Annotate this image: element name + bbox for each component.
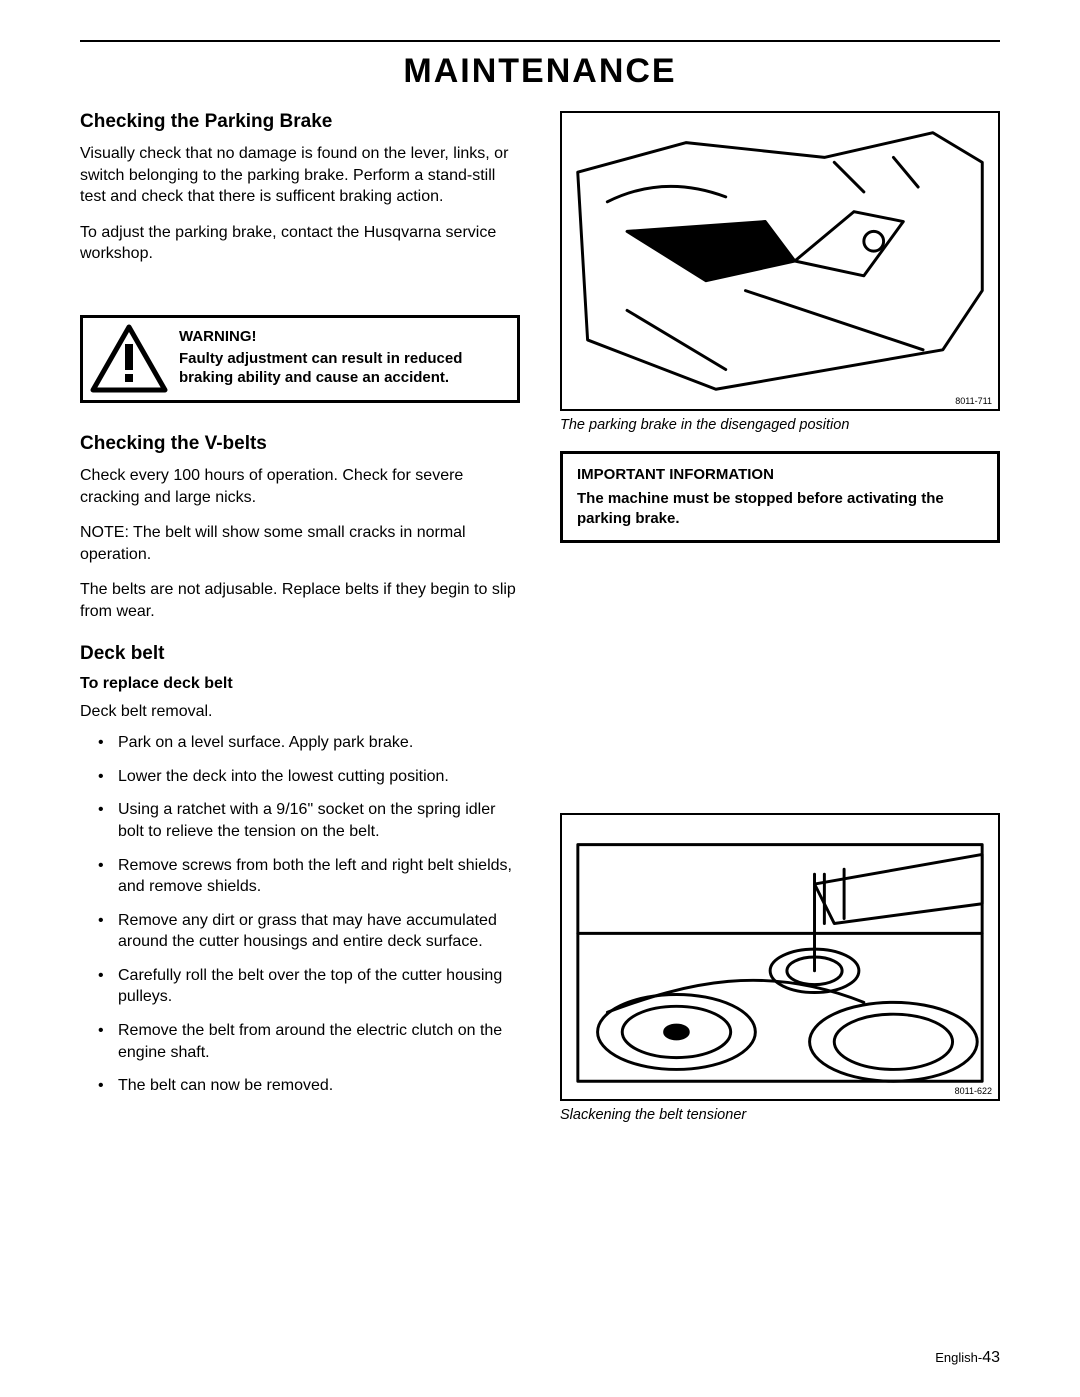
- warning-title: WARNING!: [179, 328, 507, 345]
- heading-parking-brake: Checking the Parking Brake: [80, 111, 520, 133]
- footer-label: English-: [935, 1350, 982, 1365]
- paragraph: To adjust the parking brake, contact the…: [80, 222, 520, 265]
- figure-caption: The parking brake in the disengaged posi…: [560, 417, 1000, 433]
- figure-parking-brake: 8011-711: [560, 111, 1000, 411]
- list-item: The belt can now be removed.: [80, 1075, 520, 1097]
- deck-belt-steps: Park on a level surface. Apply park brak…: [80, 732, 520, 1097]
- figure-code: 8011-711: [955, 396, 992, 406]
- heading-deck-belt: Deck belt: [80, 643, 520, 665]
- list-item: Carefully roll the belt over the top of …: [80, 965, 520, 1008]
- warning-box: WARNING! Faulty adjustment can result in…: [80, 315, 520, 403]
- figure-caption: Slackening the belt tensioner: [560, 1107, 1000, 1123]
- figure-belt-tensioner: 8011-622: [560, 813, 1000, 1101]
- warning-triangle-icon: [83, 318, 175, 400]
- list-item: Using a ratchet with a 9/16" socket on t…: [80, 799, 520, 842]
- list-item: Remove screws from both the left and rig…: [80, 855, 520, 898]
- paragraph: NOTE: The belt will show some small crac…: [80, 522, 520, 565]
- paragraph: Check every 100 hours of operation. Chec…: [80, 465, 520, 508]
- right-column: 8011-711 The parking brake in the diseng…: [560, 111, 1000, 1129]
- info-body: The machine must be stopped before activ…: [577, 489, 983, 528]
- left-column: Checking the Parking Brake Visually chec…: [80, 111, 520, 1129]
- paragraph: The belts are not adjusable. Replace bel…: [80, 579, 520, 622]
- figure-gap: [560, 543, 1000, 813]
- list-item: Remove any dirt or grass that may have a…: [80, 910, 520, 953]
- list-item: Remove the belt from around the electric…: [80, 1020, 520, 1063]
- footer-page-number: 43: [982, 1349, 1000, 1366]
- list-item: Lower the deck into the lowest cutting p…: [80, 766, 520, 788]
- warning-body: Faulty adjustment can result in reduced …: [179, 349, 507, 388]
- subheading-replace-deck-belt: To replace deck belt: [80, 675, 520, 693]
- page-title: MAINTENANCE: [80, 52, 1000, 91]
- info-title: IMPORTANT INFORMATION: [577, 466, 983, 483]
- heading-vbelts: Checking the V-belts: [80, 433, 520, 455]
- important-info-box: IMPORTANT INFORMATION The machine must b…: [560, 451, 1000, 543]
- page-footer: English-43: [935, 1349, 1000, 1367]
- figure-code: 8011-622: [955, 1086, 992, 1096]
- paragraph: Visually check that no damage is found o…: [80, 143, 520, 208]
- list-item: Park on a level surface. Apply park brak…: [80, 732, 520, 754]
- paragraph: Deck belt removal.: [80, 701, 520, 723]
